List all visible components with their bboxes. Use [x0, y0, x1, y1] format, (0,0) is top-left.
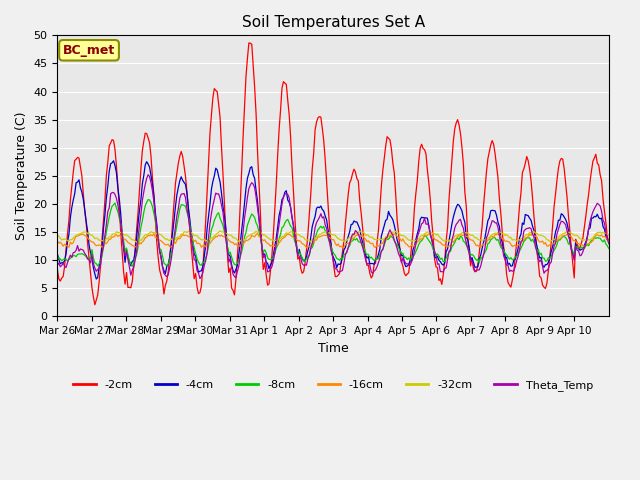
-2cm — [605, 239, 612, 244]
-32cm — [340, 239, 348, 244]
Theta_Temp — [196, 276, 204, 281]
-16cm — [90, 240, 97, 245]
-2cm — [604, 234, 611, 240]
Theta_Temp — [144, 172, 152, 178]
-4cm — [54, 251, 61, 257]
Y-axis label: Soil Temperature (C): Soil Temperature (C) — [15, 112, 28, 240]
-4cm — [449, 215, 457, 220]
Theta_Temp — [90, 261, 97, 266]
-16cm — [303, 245, 310, 251]
-16cm — [532, 233, 540, 239]
Line: -4cm: -4cm — [58, 161, 609, 279]
-2cm — [90, 294, 97, 300]
-16cm — [449, 240, 457, 245]
-32cm — [449, 235, 457, 241]
-16cm — [605, 239, 612, 245]
-4cm — [605, 238, 612, 243]
Theta_Temp — [532, 244, 540, 250]
Theta_Temp — [72, 247, 80, 253]
-8cm — [449, 242, 457, 248]
-4cm — [532, 236, 540, 241]
-16cm — [253, 230, 261, 236]
Line: Theta_Temp: Theta_Temp — [58, 175, 609, 278]
-32cm — [132, 240, 140, 245]
-2cm — [449, 138, 457, 144]
-8cm — [90, 255, 97, 261]
-32cm — [54, 232, 61, 238]
X-axis label: Time: Time — [317, 342, 348, 355]
Legend: -2cm, -4cm, -8cm, -16cm, -32cm, Theta_Temp: -2cm, -4cm, -8cm, -16cm, -32cm, Theta_Te… — [69, 375, 597, 395]
Theta_Temp — [605, 241, 612, 247]
-32cm — [216, 228, 224, 234]
-32cm — [90, 234, 97, 240]
-4cm — [72, 180, 80, 186]
-2cm — [72, 156, 80, 162]
-2cm — [340, 239, 348, 244]
Line: -8cm: -8cm — [58, 200, 609, 266]
-4cm — [92, 276, 100, 282]
Line: -32cm: -32cm — [58, 231, 609, 242]
-8cm — [54, 257, 61, 263]
-16cm — [340, 244, 348, 250]
Line: -2cm: -2cm — [58, 43, 609, 305]
-8cm — [72, 254, 80, 260]
Text: BC_met: BC_met — [63, 44, 115, 57]
-8cm — [532, 241, 540, 247]
-32cm — [604, 231, 611, 237]
-8cm — [144, 197, 152, 203]
Title: Soil Temperatures Set A: Soil Temperatures Set A — [241, 15, 425, 30]
-4cm — [90, 265, 97, 271]
-4cm — [109, 158, 117, 164]
-16cm — [54, 238, 61, 244]
-2cm — [91, 302, 99, 308]
Line: -16cm: -16cm — [58, 233, 609, 248]
Theta_Temp — [449, 232, 457, 238]
-8cm — [604, 243, 611, 249]
-32cm — [605, 232, 612, 238]
Theta_Temp — [54, 262, 61, 268]
-8cm — [129, 264, 136, 269]
-8cm — [340, 252, 348, 257]
-2cm — [54, 266, 61, 272]
-2cm — [532, 228, 540, 234]
-4cm — [604, 237, 611, 243]
-4cm — [340, 247, 348, 253]
-8cm — [605, 246, 612, 252]
Theta_Temp — [604, 236, 611, 241]
-32cm — [532, 230, 540, 236]
-32cm — [72, 232, 80, 238]
-16cm — [72, 233, 80, 239]
-16cm — [604, 237, 611, 242]
Theta_Temp — [340, 260, 348, 266]
-2cm — [245, 40, 253, 46]
